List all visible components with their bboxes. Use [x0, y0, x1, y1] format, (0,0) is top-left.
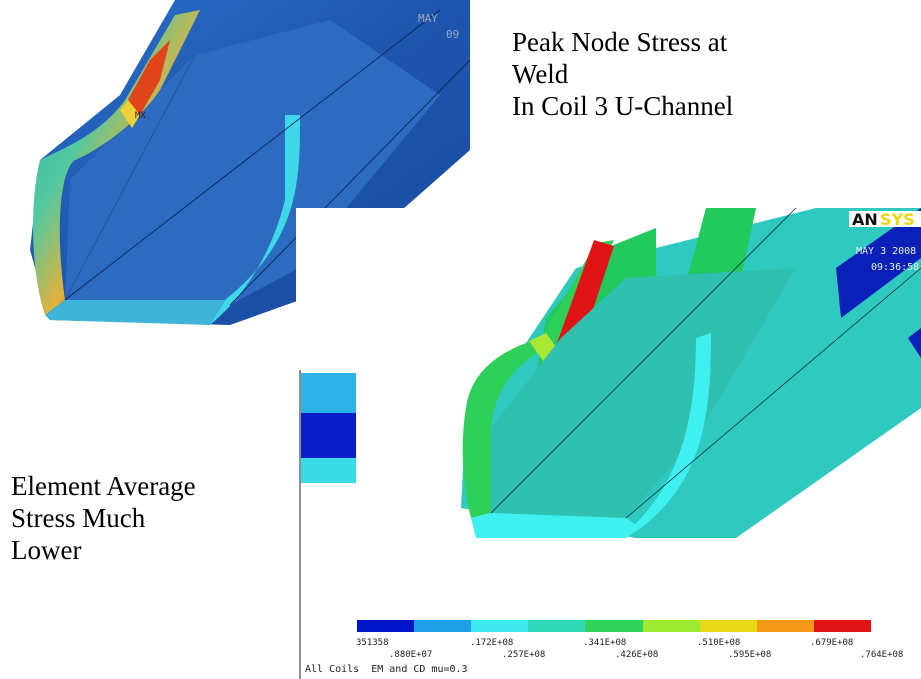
element-stress-plot: AN SYS MAY 3 2008 09:36:58 [296, 208, 921, 679]
legend-label: .172E+08 [470, 638, 514, 648]
legend-label: .764E+08 [860, 650, 904, 660]
legend-label: 351358 [356, 638, 389, 648]
peak-stress-hotspot [128, 40, 170, 115]
left-wall [33, 10, 201, 315]
plot1-date: MAY [418, 12, 438, 25]
legend-label: .426E+08 [615, 650, 659, 660]
plot1-date-2: 09 [446, 28, 459, 41]
caption-line: In Coil 3 U-Channel [512, 91, 734, 121]
legend-swatch [642, 620, 700, 632]
legend-swatch [357, 620, 415, 632]
bottom-rim [45, 300, 225, 325]
legend-swatch [528, 620, 586, 632]
ansys-logo: AN [852, 210, 878, 229]
bottom-rim-2 [471, 513, 641, 538]
stress-legend-bar [357, 620, 871, 632]
legend-swatch [585, 620, 643, 632]
legend-swatch [414, 620, 472, 632]
legend-swatch [699, 620, 757, 632]
caption-line: Weld [512, 59, 569, 89]
plot2-time: 09:36:58 [871, 262, 919, 273]
ansys-logo-tail: SYS [880, 210, 915, 229]
caption-line: Lower [11, 535, 82, 565]
nodal-stress-plot: MX MAY 09 [30, 0, 470, 325]
channel-floor-2 [491, 268, 796, 518]
mx-marker: MX [135, 111, 146, 121]
legend-label: .880E+07 [389, 650, 433, 660]
side-sliver-tip [301, 458, 356, 483]
legend-label: .595E+08 [728, 650, 772, 660]
plot-footer: All Coils EM and CD mu=0.3 [305, 664, 468, 675]
legend-swatch [813, 620, 871, 632]
right-wall-rim-2 [626, 333, 711, 533]
dark-band [836, 208, 921, 318]
side-sliver-band [301, 413, 356, 458]
legend-swatch [471, 620, 529, 632]
element-average-caption: Element Average Stress Much Lower [11, 470, 196, 566]
peak-node-caption: Peak Node Stress at Weld In Coil 3 U-Cha… [512, 26, 733, 122]
hotspot-halo [120, 100, 140, 128]
right-wall-rim [210, 115, 300, 325]
caption-line: Peak Node Stress at [512, 27, 728, 57]
legend-label: .257E+08 [502, 650, 546, 660]
right-edge-band [908, 328, 921, 358]
legend-label: .510E+08 [697, 638, 741, 648]
legend-label: .341E+08 [583, 638, 627, 648]
caption-line: Element Average [11, 471, 196, 501]
caption-line: Stress Much [11, 503, 146, 533]
plot2-date: MAY 3 2008 [856, 246, 916, 257]
legend-label: .679E+08 [810, 638, 854, 648]
legend-swatch [756, 620, 814, 632]
